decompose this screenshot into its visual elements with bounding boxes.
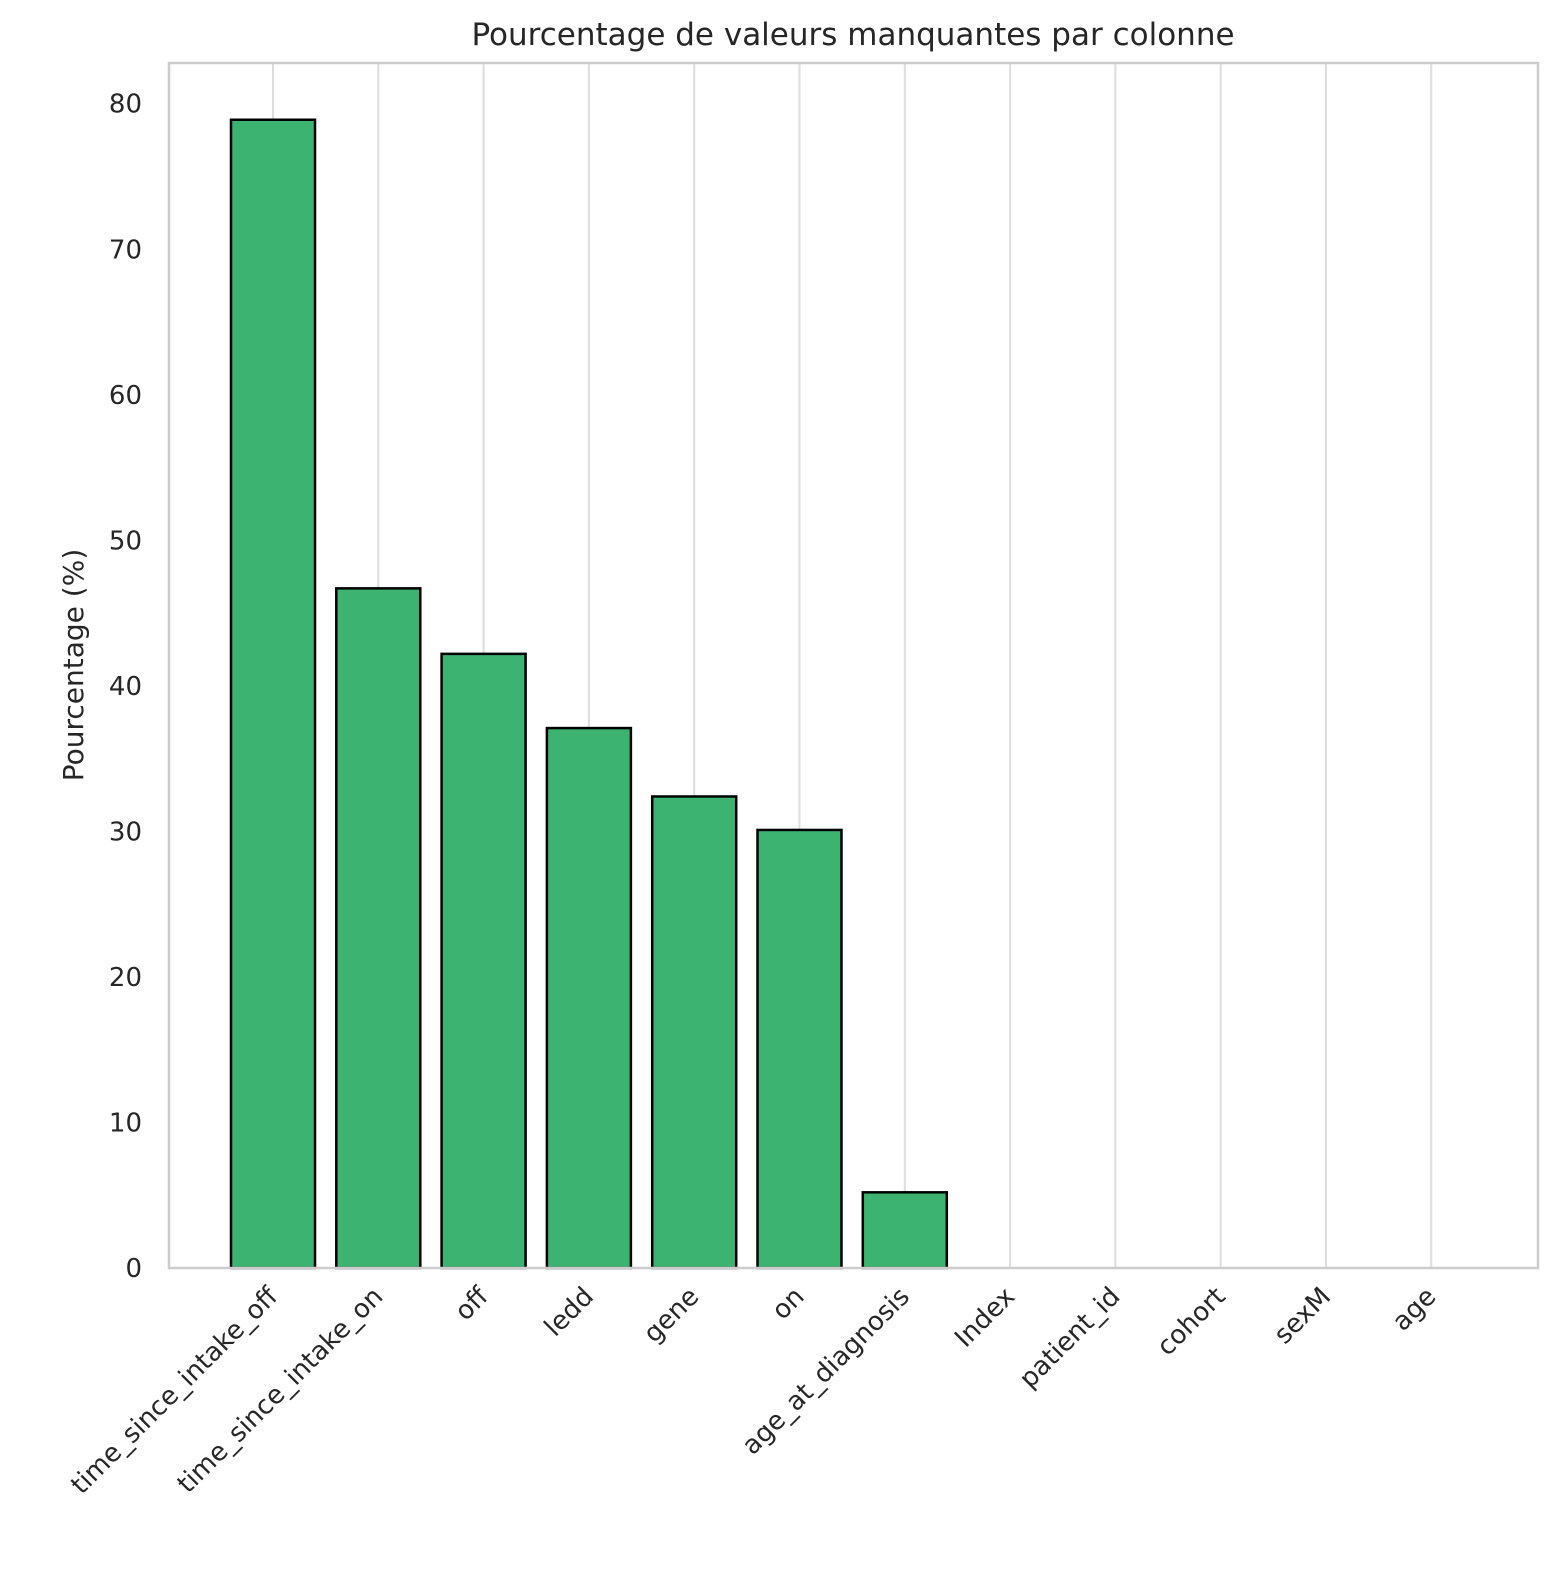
y-axis-label: Pourcentage (%)	[57, 549, 90, 782]
bar-time_since_intake_off	[229, 118, 317, 1270]
x-tick-label: cohort	[1151, 1282, 1231, 1362]
y-tick-label: 0	[125, 1254, 142, 1284]
y-tick-labels: 0 10 20 30 40 50 60 70 80	[109, 90, 142, 1284]
x-tick-label: time_since_intake_on	[172, 1282, 390, 1500]
x-tick-label: Index	[949, 1282, 1021, 1354]
bar-ledd	[545, 726, 633, 1270]
x-tick-label: off	[449, 1281, 495, 1327]
chart-title: Pourcentage de valeurs manquantes par co…	[471, 17, 1234, 53]
y-tick-label: 10	[109, 1108, 142, 1138]
x-tick-label: sexM	[1268, 1282, 1337, 1351]
y-tick-label: 60	[109, 381, 142, 411]
x-tick-label: age	[1387, 1282, 1442, 1337]
x-tick-label: on	[766, 1282, 810, 1326]
bar-gene	[650, 795, 738, 1270]
axes-frame	[167, 61, 1540, 1270]
bar-time_since_intake_on	[335, 587, 422, 1270]
grid-lines	[272, 63, 1433, 1268]
x-tick-label: patient_id	[1014, 1282, 1127, 1395]
x-tick-label: ledd	[539, 1282, 600, 1343]
x-tick-labels: time_since_intake_offtime_since_intake_o…	[65, 1281, 1442, 1500]
y-tick-label: 70	[109, 235, 142, 265]
y-tick-label: 50	[109, 526, 142, 556]
x-tick-label: time_since_intake_off	[65, 1281, 284, 1500]
y-tick-label: 40	[109, 672, 142, 702]
bars	[229, 118, 949, 1270]
y-tick-label: 80	[109, 90, 142, 120]
x-tick-label: gene	[638, 1282, 705, 1349]
x-tick-label: age_at_diagnosis	[737, 1282, 916, 1461]
y-tick-label: 20	[109, 963, 142, 993]
bar-on	[756, 828, 843, 1270]
y-tick-label: 30	[109, 817, 142, 847]
bar-age_at_diagnosis	[861, 1191, 949, 1270]
bar-off	[440, 652, 527, 1270]
